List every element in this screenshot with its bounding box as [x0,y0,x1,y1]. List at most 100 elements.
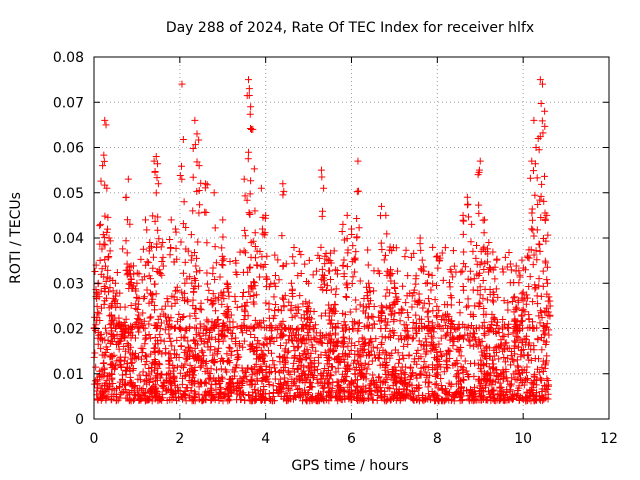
data-point [240,247,248,255]
data-point [355,319,363,327]
data-point [530,342,538,350]
data-point [338,324,346,332]
data-point [526,273,534,281]
data-point [541,122,549,130]
data-point [331,301,339,309]
data-point [274,256,282,264]
data-point [96,317,104,325]
data-point [298,356,306,364]
data-point [347,377,355,385]
data-point [181,279,189,287]
data-point [151,348,159,356]
data-point [154,226,162,234]
data-point [296,292,304,300]
data-point [449,361,457,369]
data-point [306,382,314,390]
data-point [504,299,512,307]
data-point [534,201,542,209]
data-point [467,276,475,284]
data-point [250,292,258,300]
data-point [505,248,513,256]
data-point [462,367,470,375]
data-point [425,300,433,308]
data-point [400,385,408,393]
data-point [241,192,249,200]
data-point [98,245,106,253]
data-point [457,268,465,276]
data-point [423,373,431,381]
data-point [538,117,546,125]
data-point [484,324,492,332]
data-point [353,188,361,196]
data-point [514,343,522,351]
y-tick-label: 0.06 [53,141,84,157]
data-point [479,216,487,224]
data-point [344,342,352,350]
data-point [180,313,188,321]
data-point [330,247,338,255]
data-point [124,341,132,349]
data-point [405,380,413,388]
data-point [409,319,417,327]
data-point [294,386,302,394]
data-point [408,303,416,311]
data-point [225,292,233,300]
data-point [359,302,367,310]
data-point [484,268,492,276]
x-tick-label: 8 [433,431,442,447]
data-point [186,312,194,320]
data-point [290,259,298,267]
data-point [314,251,322,259]
data-point [168,322,176,330]
data-point [399,351,407,359]
data-point [443,324,451,332]
data-point [517,377,525,385]
data-point [140,378,148,386]
data-point [273,334,281,342]
data-point [375,269,383,277]
data-point [240,315,248,323]
data-point [137,344,145,352]
data-point [528,216,536,224]
data-point [332,368,340,376]
data-point [469,311,477,319]
data-point [303,376,311,384]
data-point [93,387,101,395]
data-point [502,374,510,382]
data-point [305,299,313,307]
data-point [173,286,181,294]
data-point [211,294,219,302]
data-point [480,318,488,326]
data-point [106,321,114,329]
data-point [184,298,192,306]
data-point [99,162,107,170]
data-point [519,264,527,272]
data-point [275,379,283,387]
data-point [127,359,135,367]
data-point [108,390,116,398]
data-point [382,251,390,259]
data-point [250,300,258,308]
data-point [113,289,121,297]
data-point [290,342,298,350]
data-point [357,345,365,353]
data-point [244,155,252,163]
data-point [477,342,485,350]
data-point [332,285,340,293]
data-point [146,239,154,247]
data-point [334,364,342,372]
data-point [506,260,514,268]
data-point [104,288,112,296]
data-point [484,245,492,253]
data-point [298,339,306,347]
data-point [333,270,341,278]
data-point [111,296,119,304]
data-point [536,393,544,401]
data-point [479,351,487,359]
data-point [286,332,294,340]
data-point [504,330,512,338]
data-point [417,246,425,254]
data-point [96,256,104,264]
data-point [366,338,374,346]
data-point [442,389,450,397]
